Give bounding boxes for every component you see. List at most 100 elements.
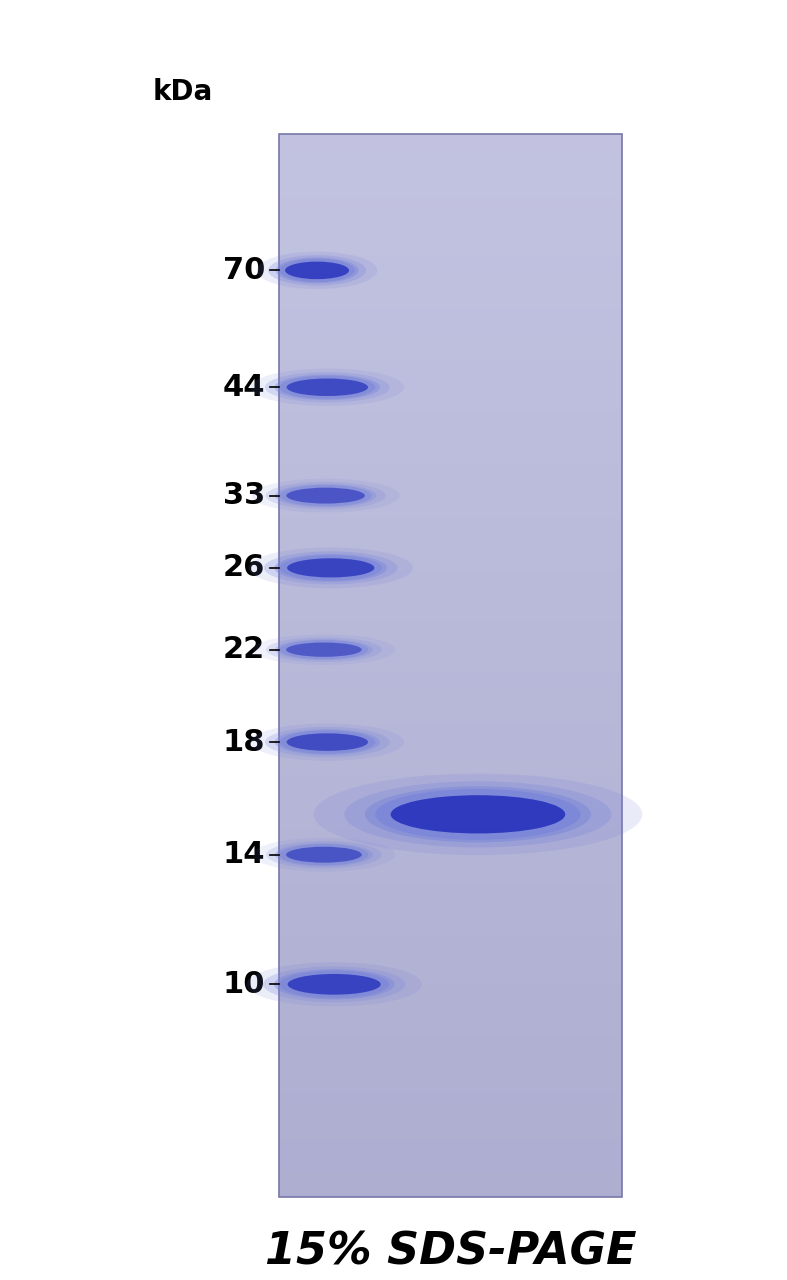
Bar	[279, 782, 622, 786]
Bar	[279, 914, 622, 916]
Ellipse shape	[253, 837, 395, 872]
Bar	[279, 397, 622, 399]
Bar	[279, 1147, 622, 1151]
Bar	[279, 998, 622, 1002]
Bar	[279, 492, 622, 495]
Bar	[279, 499, 622, 503]
Ellipse shape	[275, 639, 373, 660]
Ellipse shape	[279, 731, 375, 754]
Bar	[279, 439, 622, 443]
Ellipse shape	[275, 730, 380, 755]
Bar	[279, 333, 622, 337]
Bar	[279, 216, 622, 219]
Bar	[279, 1158, 622, 1161]
Bar	[279, 138, 622, 142]
Bar	[279, 265, 622, 269]
Bar	[279, 463, 622, 467]
Bar	[279, 375, 622, 379]
Ellipse shape	[265, 481, 386, 509]
Bar	[279, 1041, 622, 1044]
Bar	[279, 772, 622, 776]
Bar	[279, 1129, 622, 1133]
Text: 70: 70	[223, 256, 265, 285]
Bar	[279, 652, 622, 655]
Bar	[279, 648, 622, 652]
Bar	[279, 191, 622, 195]
Bar	[279, 623, 622, 627]
Bar	[279, 198, 622, 202]
Bar	[279, 673, 622, 676]
Bar	[279, 906, 622, 910]
Bar	[279, 339, 622, 343]
Bar	[279, 726, 622, 730]
Ellipse shape	[268, 255, 366, 285]
Bar	[279, 170, 622, 173]
Bar	[279, 429, 622, 431]
Bar	[279, 1189, 622, 1193]
Bar	[279, 810, 622, 814]
Bar	[279, 1037, 622, 1041]
Ellipse shape	[279, 556, 382, 581]
Bar	[279, 415, 622, 417]
Bar	[279, 1123, 622, 1126]
Bar	[279, 864, 622, 868]
Bar	[279, 205, 622, 209]
Ellipse shape	[263, 966, 405, 1002]
Bar	[279, 166, 622, 170]
Ellipse shape	[279, 259, 355, 282]
Bar	[279, 584, 622, 588]
Bar	[279, 134, 622, 1197]
Bar	[279, 932, 622, 934]
Bar	[279, 616, 622, 620]
Ellipse shape	[275, 257, 358, 283]
Bar	[279, 754, 622, 758]
Bar	[279, 637, 622, 641]
Bar	[279, 800, 622, 804]
Bar	[279, 942, 622, 946]
Bar	[279, 1179, 622, 1183]
Bar	[279, 690, 622, 694]
Bar	[279, 963, 622, 966]
Ellipse shape	[365, 786, 591, 842]
Bar	[279, 541, 622, 545]
Bar	[279, 934, 622, 938]
Bar	[279, 549, 622, 552]
Bar	[279, 421, 622, 425]
Ellipse shape	[266, 637, 382, 662]
Bar	[279, 868, 622, 870]
Bar	[279, 730, 622, 733]
Ellipse shape	[279, 844, 368, 865]
Bar	[279, 223, 622, 227]
Ellipse shape	[249, 548, 413, 589]
Bar	[279, 351, 622, 355]
Bar	[279, 1062, 622, 1066]
Bar	[279, 325, 622, 329]
Ellipse shape	[250, 723, 404, 760]
Bar	[279, 1076, 622, 1080]
Bar	[279, 259, 622, 262]
Bar	[279, 814, 622, 818]
Bar	[279, 826, 622, 828]
Bar	[279, 524, 622, 527]
Bar	[279, 173, 622, 177]
Bar	[279, 780, 622, 782]
Bar	[279, 828, 622, 832]
Bar	[279, 916, 622, 920]
Ellipse shape	[275, 484, 376, 507]
Bar	[279, 662, 622, 666]
Bar	[279, 233, 622, 237]
Bar	[279, 1066, 622, 1069]
Bar	[279, 1044, 622, 1048]
Ellipse shape	[250, 369, 404, 406]
Bar	[279, 856, 622, 860]
Ellipse shape	[313, 773, 642, 855]
Bar	[279, 744, 622, 748]
Ellipse shape	[279, 970, 389, 998]
Bar	[279, 776, 622, 780]
Bar	[279, 970, 622, 974]
Bar	[279, 840, 622, 842]
Ellipse shape	[287, 974, 381, 995]
Bar	[279, 886, 622, 888]
Ellipse shape	[265, 727, 390, 758]
Bar	[279, 385, 622, 389]
